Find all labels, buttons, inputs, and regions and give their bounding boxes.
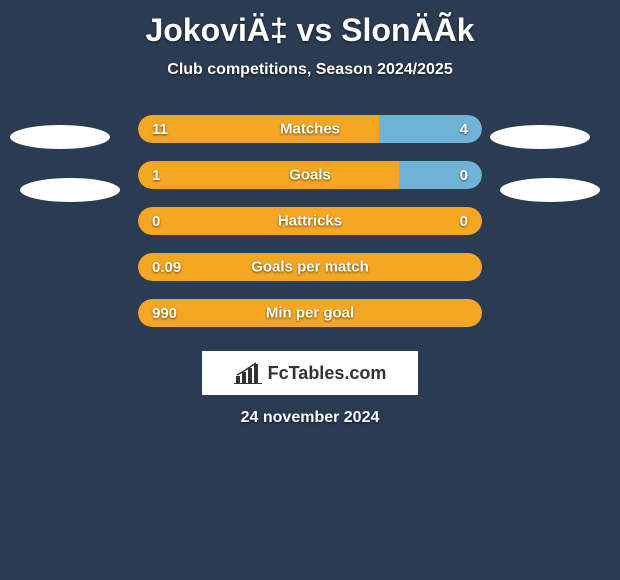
stat-label: Goals per match — [251, 259, 369, 276]
footer-date: 24 november 2024 — [0, 409, 620, 427]
brand-logo: FcTables.com — [202, 351, 418, 395]
stat-value-left: 990 — [152, 305, 177, 322]
bar-chart-icon — [234, 362, 262, 384]
stat-value-right: 4 — [460, 121, 468, 138]
stat-value-left: 0 — [152, 213, 160, 230]
stat-value-left: 11 — [152, 121, 168, 138]
stat-value-right: 0 — [460, 167, 468, 184]
player-avatar-placeholder — [20, 178, 120, 202]
stat-row: 0.09 Goals per match — [138, 253, 482, 281]
stat-row: 1 Goals 0 — [138, 161, 482, 189]
stat-fill-left — [138, 115, 379, 143]
stat-label: Min per goal — [266, 305, 354, 322]
stat-row: 990 Min per goal — [138, 299, 482, 327]
player-avatar-placeholder — [10, 125, 110, 149]
stat-label: Matches — [280, 121, 340, 138]
stat-fill-left — [138, 161, 399, 189]
stat-fill-right — [399, 161, 482, 189]
player-avatar-placeholder — [500, 178, 600, 202]
stat-label: Hattricks — [278, 213, 342, 230]
player-avatar-placeholder — [490, 125, 590, 149]
brand-logo-text: FcTables.com — [268, 363, 387, 384]
stat-row: 0 Hattricks 0 — [138, 207, 482, 235]
stat-value-left: 0.09 — [152, 259, 181, 276]
stat-row: 11 Matches 4 — [138, 115, 482, 143]
stat-value-left: 1 — [152, 167, 160, 184]
page-title: JokoviÄ‡ vs SlonÄÃ­k — [0, 0, 620, 49]
page-subtitle: Club competitions, Season 2024/2025 — [0, 61, 620, 79]
stat-label: Goals — [289, 167, 331, 184]
stat-value-right: 0 — [460, 213, 468, 230]
